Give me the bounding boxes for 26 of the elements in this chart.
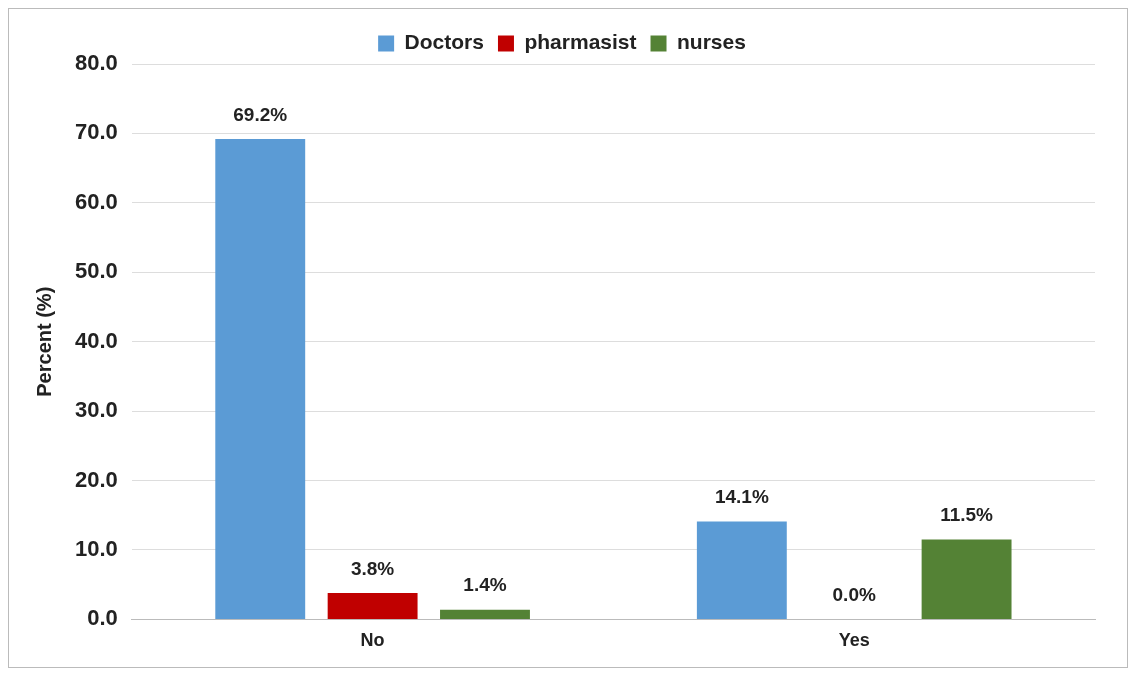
data-label: 69.2% — [233, 103, 288, 125]
y-tick-label: 20.0 — [74, 466, 118, 492]
x-tick-label: Yes — [838, 630, 870, 651]
data-label: 1.4% — [463, 574, 507, 596]
y-tick-label: 30.0 — [74, 397, 118, 423]
data-label: 11.5% — [940, 504, 994, 526]
x-tick-label: No — [360, 630, 385, 651]
y-tick-label: 70.0 — [74, 119, 118, 145]
data-label: 3.8% — [350, 557, 395, 579]
y-tick-label: 60.0 — [74, 188, 118, 214]
data-label: 0.0% — [832, 584, 876, 606]
y-tick-label: 10.0 — [74, 536, 118, 562]
y-tick-label: 80.0 — [74, 50, 118, 76]
bar — [696, 521, 787, 619]
bar — [215, 138, 306, 619]
legend-label: Doctors — [404, 30, 484, 54]
bar — [921, 539, 1012, 619]
bar — [327, 593, 418, 619]
y-tick-label: 50.0 — [74, 258, 118, 284]
legend-label: pharmasist — [524, 30, 637, 54]
bar — [440, 609, 530, 619]
legend-label: nurses — [677, 30, 746, 54]
y-tick-label: 40.0 — [74, 327, 118, 353]
data-label: 14.1% — [714, 486, 769, 508]
y-axis-title: Percent (%) — [32, 286, 55, 397]
y-tick-label: 0.0 — [87, 605, 118, 631]
